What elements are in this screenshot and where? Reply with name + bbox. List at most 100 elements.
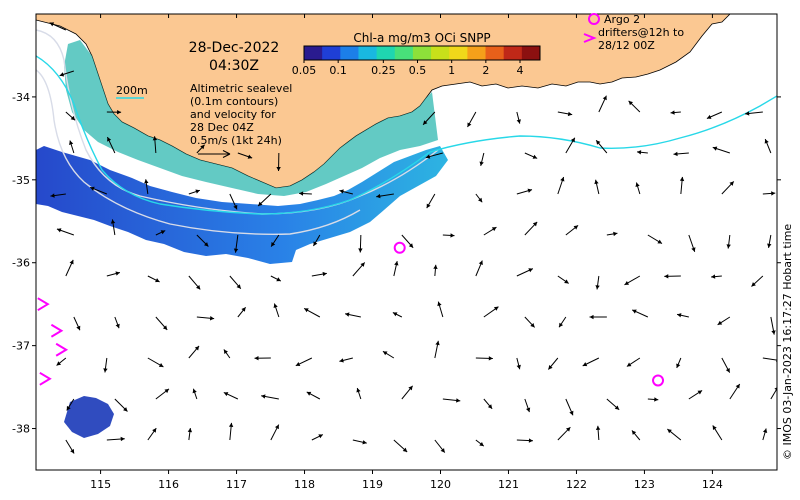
velocity-arrow [524, 152, 538, 159]
velocity-arrow [676, 313, 689, 318]
drifter-legend-symbol [583, 33, 597, 43]
velocity-arrow [524, 316, 535, 328]
colorbar-cell [412, 46, 432, 60]
velocity-arrow [631, 430, 641, 441]
velocity-arrow [356, 387, 362, 400]
velocity-arrow [595, 139, 608, 154]
colorbar: Chl-a mg/m3 OCi SNPP 0.05 0.1 0.25 0.5 1 2 4 [292, 31, 541, 77]
velocity-arrow [688, 390, 703, 400]
velocity-arrow [187, 427, 193, 441]
velocity-arrow [547, 357, 559, 370]
sealevel-legend-line-4: 28 Dec 04Z [190, 121, 254, 134]
colorbar-tick-labels: 0.05 0.1 0.25 0.5 1 2 4 [292, 60, 524, 77]
velocity-arrow [352, 262, 366, 277]
velocity-arrow [762, 428, 768, 441]
velocity-arrow [433, 264, 438, 277]
y-tick-label: -34 [12, 91, 30, 104]
y-tick-label: -37 [12, 340, 30, 353]
velocity-arrow [711, 274, 722, 279]
argo-legend-symbol [588, 13, 600, 25]
velocity-arrow [393, 439, 408, 453]
velocity-arrow [628, 100, 641, 113]
velocity-arrow [516, 111, 521, 124]
velocity-arrow [299, 191, 312, 196]
velocity-arrow [228, 422, 234, 441]
velocity-arrow [66, 398, 75, 411]
velocity-arrow [152, 136, 158, 154]
argo-float-marker [393, 241, 406, 254]
velocity-arrow [311, 434, 324, 441]
velocity-arrow [565, 398, 574, 416]
colorbar-cell [449, 46, 468, 60]
colorbar-tick-label: 0.5 [409, 64, 427, 77]
velocity-arrow [422, 111, 436, 126]
velocity-arrow [624, 275, 641, 286]
velocity-arrow [376, 193, 394, 199]
x-tick-label: 115 [90, 478, 111, 491]
velocity-arrow [229, 275, 242, 290]
chlorophyll-coastal-band [64, 40, 438, 196]
velocity-arrow [717, 316, 731, 326]
velocity-arrow [229, 193, 238, 210]
velocity-arrow [442, 398, 461, 403]
x-tick-label: 117 [226, 478, 247, 491]
velocity-arrow [670, 110, 681, 115]
colorbar-scale [303, 45, 541, 61]
velocity-arrow [144, 179, 149, 195]
velocity-arrow [595, 425, 601, 441]
x-tick-label: 122 [566, 478, 587, 491]
velocity-arrow [721, 357, 731, 373]
velocity-arrows [49, 22, 777, 454]
velocity-arrow [233, 234, 239, 253]
velocity-arrow [647, 234, 663, 244]
velocity-arrow [114, 398, 128, 412]
velocity-arrow [89, 186, 108, 195]
x-tick-label: 119 [362, 478, 383, 491]
velocity-arrow [437, 301, 444, 318]
velocity-arrow [557, 426, 571, 441]
depth-contour-200m [36, 55, 777, 215]
colorbar-title: Chl-a mg/m3 OCi SNPP [353, 31, 490, 45]
contour-legend-label: 200m [116, 84, 148, 97]
velocity-arrow [59, 70, 75, 77]
velocity-arrow [524, 398, 531, 413]
chlorophyll-patch [64, 396, 114, 438]
velocity-arrow [56, 357, 67, 366]
velocity-arrow [73, 316, 81, 331]
velocity-arrow [401, 385, 413, 400]
colorbar-cell [340, 46, 359, 60]
velocity-arrow [483, 398, 493, 410]
velocity-arrow [516, 268, 534, 277]
velocity-arrow [595, 275, 600, 290]
map-time: 04:30Z [209, 58, 259, 74]
x-tick-label: 118 [294, 478, 315, 491]
velocity-arrow [261, 394, 279, 400]
x-tick-label: 116 [158, 478, 179, 491]
velocity-arrow [726, 234, 731, 249]
velocity-scale-arrow [198, 150, 231, 158]
colorbar-cell [467, 46, 487, 60]
velocity-arrow [344, 312, 361, 318]
velocity-arrow [706, 111, 723, 119]
velocity-arrow [767, 234, 772, 248]
map-frame [35, 13, 778, 471]
drifter-marker [50, 323, 64, 338]
velocity-arrow [475, 193, 483, 203]
velocity-arrow [751, 275, 764, 287]
velocity-arrow [65, 111, 76, 121]
velocity-arrow [467, 111, 477, 128]
colorbar-border [303, 45, 541, 61]
colorbar-cell [485, 46, 505, 60]
velocity-arrow [114, 316, 120, 329]
drifter-legend-line-1: drifters@12h to [598, 26, 684, 39]
velocity-arrow [147, 357, 164, 368]
velocity-arrow [392, 312, 403, 318]
sealevel-legend-line-5: 0.5m/s (1kt 24h) [190, 134, 282, 147]
velocity-arrow [401, 234, 414, 249]
velocity-arrow [65, 439, 75, 454]
colorbar-tick-label: 0.1 [329, 64, 347, 77]
velocity-arrow [475, 260, 483, 277]
velocity-arrow [254, 355, 271, 361]
velocity-arrow [106, 271, 121, 277]
